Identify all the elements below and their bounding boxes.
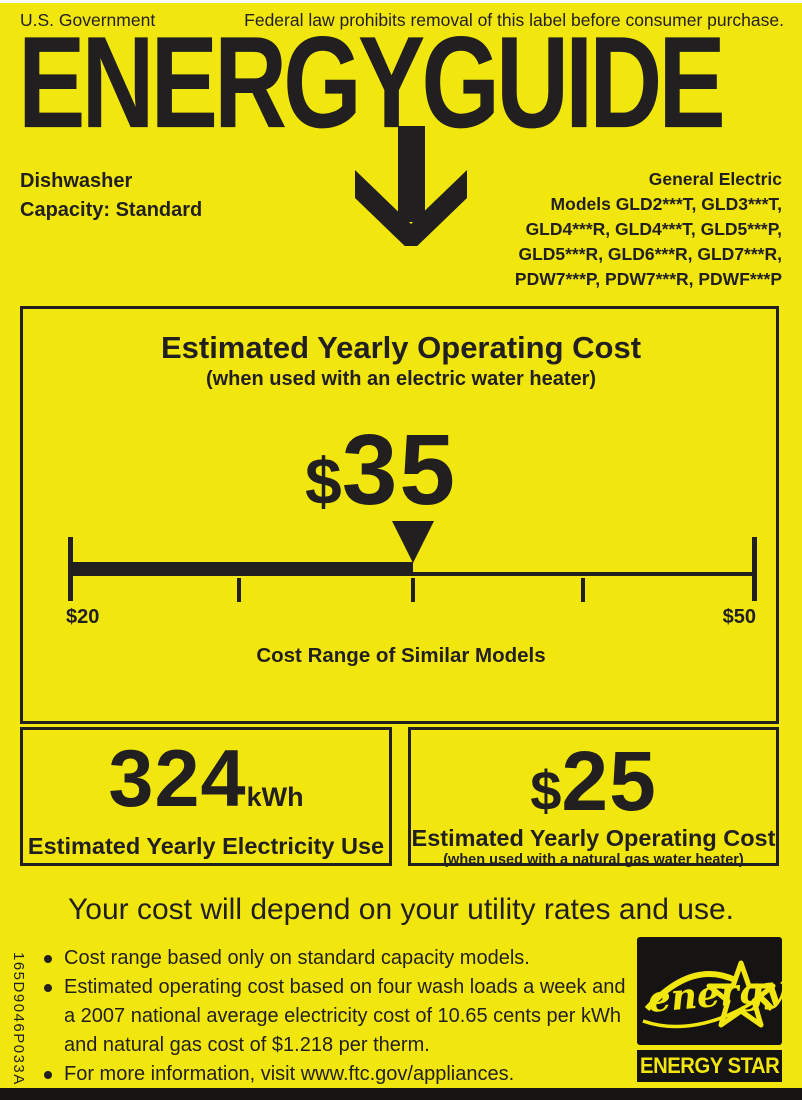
product-info: Dishwasher Capacity: Standard: [20, 167, 202, 225]
gas-value-row: $25: [411, 739, 776, 823]
gas-sublabel: (when used with a natural gas water heat…: [443, 852, 744, 868]
bullet-icon: [44, 1071, 52, 1079]
electricity-value: 324: [108, 734, 247, 824]
electricity-label: Estimated Yearly Electricity Use: [27, 833, 385, 859]
model-line: GLD4***R, GLD4***T, GLD5***P,: [525, 219, 782, 239]
bullet-icon: [44, 955, 52, 963]
us-government-text: U.S. Government: [20, 10, 156, 30]
energy-star-wordmark-box: ENERGY STAR: [637, 1050, 782, 1082]
electricity-unit: kWh: [246, 782, 304, 812]
footnote-text: Estimated operating cost based on four w…: [64, 976, 626, 1056]
footnotes: Cost range based only on standard capaci…: [44, 944, 630, 1089]
part-number: 165D9046P033A: [10, 952, 27, 1086]
bottom-bar: [0, 1088, 802, 1100]
energy-star-logo: energy ENERGY STAR: [637, 937, 782, 1082]
top-edge-strip: [0, 0, 802, 3]
energy-star-emblem-icon: energy: [637, 937, 782, 1045]
gas-cost-box: $25 Estimated Yearly Operating Cost (whe…: [408, 727, 779, 868]
operating-cost-box: [20, 306, 779, 724]
brand-name: General Electric: [648, 169, 782, 189]
operating-cost-title: Estimated Yearly Operating Cost: [160, 330, 642, 365]
currency-symbol: $: [305, 444, 342, 518]
model-line: GLD5***R, GLD6***R, GLD7***R,: [518, 244, 782, 264]
down-arrow-icon: [355, 126, 467, 246]
scale-caption: Cost Range of Similar Models: [256, 644, 546, 667]
gas-value: 25: [561, 734, 657, 828]
marker-triangle-icon: [392, 521, 434, 563]
electricity-value-row: 324 kWh: [23, 739, 389, 820]
model-line: Models GLD2***T, GLD3***T,: [550, 194, 782, 214]
product-type: Dishwasher: [20, 170, 133, 192]
cost-amount: 35: [341, 414, 457, 526]
cost-range-scale: [68, 521, 757, 602]
model-line: PDW7***P, PDW7***R, PDWF***P: [514, 269, 782, 289]
gas-currency-symbol: $: [530, 759, 562, 822]
model-list: General Electric Models GLD2***T, GLD3**…: [515, 167, 782, 292]
footnote-text: Cost range based only on standard capaci…: [64, 947, 530, 969]
footnote-text: For more information, visit www.ftc.gov/…: [64, 1063, 515, 1085]
energy-star-wordmark: ENERGY STAR: [639, 1053, 780, 1078]
product-capacity: Capacity: Standard: [20, 199, 203, 221]
estimated-cost-value: $35: [0, 420, 782, 520]
scale-min-label: $20: [66, 606, 100, 628]
footnote-item: For more information, visit www.ftc.gov/…: [44, 1060, 630, 1089]
scale-max-label: $50: [722, 606, 756, 628]
operating-cost-subtitle: (when used with an electric water heater…: [205, 368, 597, 390]
utility-rates-statement: Your cost will depend on your utility ra…: [68, 893, 734, 926]
footnote-item: Cost range based only on standard capaci…: [44, 944, 630, 973]
federal-law-text: Federal law prohibits removal of this la…: [244, 10, 784, 30]
footnote-item: Estimated operating cost based on four w…: [44, 973, 630, 1060]
bullet-icon: [44, 984, 52, 992]
model-lines: Models GLD2***T, GLD3***T, GLD4***R, GLD4…: [515, 192, 782, 292]
electricity-use-box: 324 kWh Estimated Yearly Electricity Use: [20, 727, 392, 866]
energyguide-logo: ENERGYGUIDE: [18, 9, 726, 156]
gas-label: Estimated Yearly Operating Cost: [411, 825, 776, 851]
